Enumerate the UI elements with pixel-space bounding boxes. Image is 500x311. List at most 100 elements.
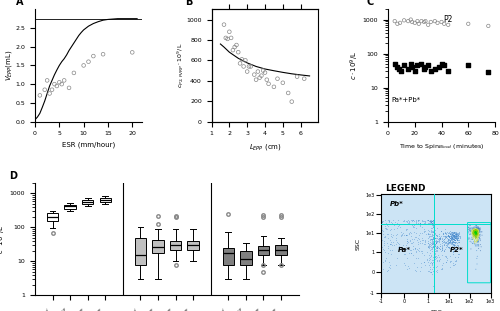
Point [90,53,98,58]
Point [427,69,435,74]
Point [293,74,301,79]
Point [424,22,432,27]
Point [396,20,404,25]
Point [40,87,48,92]
Point [264,81,272,86]
Point [418,19,426,24]
Point [438,61,446,66]
Text: P2: P2 [444,15,453,24]
Point [224,36,232,41]
Point [464,63,472,68]
Point [414,63,422,68]
Point [56,80,64,85]
Point [435,65,443,70]
Point [415,21,423,26]
Point [80,63,88,68]
Point [240,64,248,69]
Point [99,52,107,57]
Point [220,22,228,27]
Point [400,18,408,23]
Point [464,21,472,26]
Point [484,70,492,75]
Point [404,19,412,24]
Point [226,29,234,34]
Point [48,87,56,92]
Point [284,91,292,95]
Point [422,65,430,70]
Point [234,50,242,55]
Text: D: D [8,171,16,181]
Point [279,80,287,85]
Point [222,35,230,40]
Point [300,76,308,81]
Point [444,22,452,27]
Point [242,58,250,63]
Text: A: A [16,0,23,7]
Point [288,99,296,104]
Point [398,69,406,74]
PathPatch shape [170,241,181,250]
X-axis label: Time to Spin$_{Blood}$ (minutes): Time to Spin$_{Blood}$ (minutes) [399,142,484,151]
Point [50,82,58,87]
Point [408,65,416,70]
Point [252,77,260,82]
X-axis label: ESR (mm/hour): ESR (mm/hour) [62,142,115,148]
Point [246,64,254,69]
Point [229,48,237,53]
Text: Pa*+Pb*: Pa*+Pb* [391,97,420,103]
PathPatch shape [188,241,199,250]
Point [440,21,448,26]
Point [431,19,439,24]
Point [84,59,92,64]
Point [250,72,258,77]
Point [440,63,448,68]
Y-axis label: $c\cdot 10^9$/L: $c\cdot 10^9$/L [349,51,362,80]
Text: B: B [185,0,192,7]
Point [407,61,415,66]
Point [46,91,54,96]
Point [254,69,262,74]
Point [404,67,412,72]
Point [256,75,264,80]
Point [424,63,432,68]
Point [407,17,415,22]
Point [438,20,446,25]
Point [236,61,244,66]
PathPatch shape [222,248,234,265]
Point [411,20,419,25]
Point [408,20,416,25]
Point [394,21,402,26]
Point [270,84,278,89]
Point [390,19,398,24]
Point [245,64,253,69]
Point [418,61,426,66]
Point [422,19,430,24]
PathPatch shape [82,200,94,204]
Point [243,69,251,74]
PathPatch shape [47,213,58,221]
PathPatch shape [152,240,164,253]
Point [274,76,281,81]
Point [258,73,266,78]
PathPatch shape [258,246,269,255]
PathPatch shape [276,245,286,255]
Point [70,70,78,75]
Point [36,93,44,98]
PathPatch shape [64,205,76,209]
Point [65,86,73,91]
PathPatch shape [240,251,252,265]
Point [431,67,439,72]
Point [58,82,66,87]
Y-axis label: $c\cdot 10^9$/L: $c\cdot 10^9$/L [0,225,8,254]
PathPatch shape [134,238,146,265]
Point [259,68,267,73]
Point [427,20,435,25]
Point [53,84,61,89]
Point [394,65,402,70]
Text: C: C [366,0,374,7]
Y-axis label: $V_{EPP}$(mL): $V_{EPP}$(mL) [4,50,14,81]
Point [128,50,136,55]
Point [414,19,422,24]
Point [232,43,240,48]
Point [444,69,452,74]
